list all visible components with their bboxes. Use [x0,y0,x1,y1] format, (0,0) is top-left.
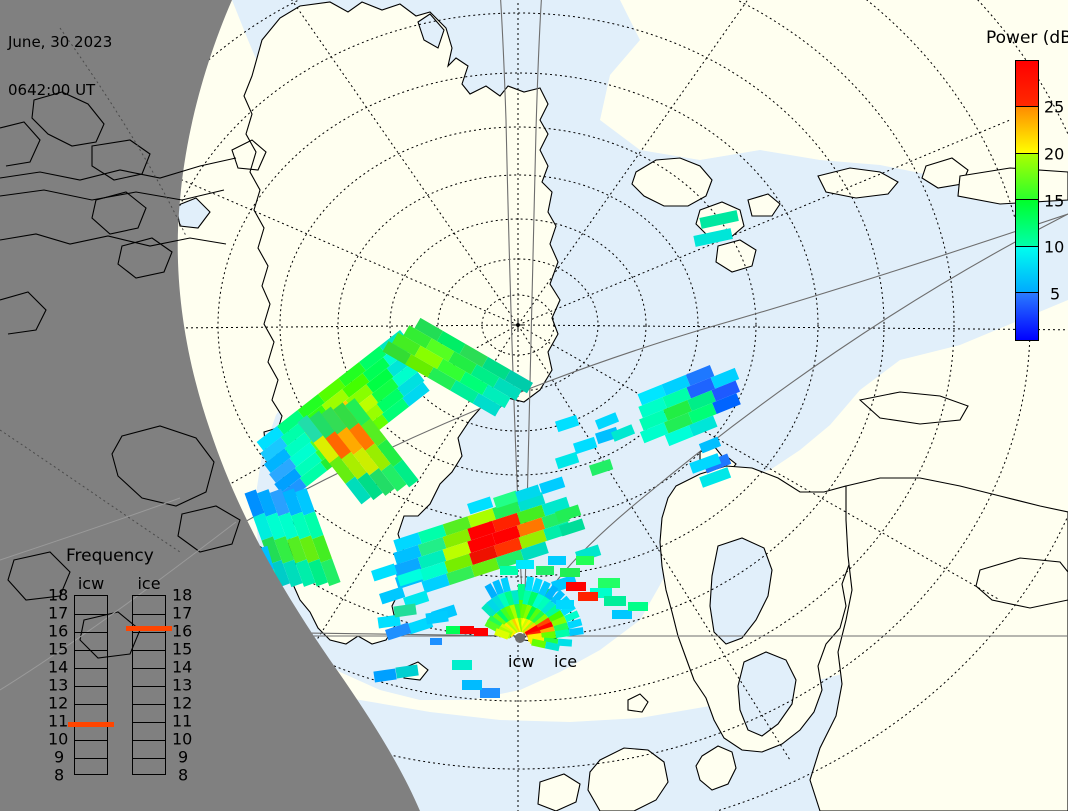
frequency-box-ice [132,595,166,775]
power-colorbar-panel: Power (dB) 25 20 15 10 5 [962,28,1068,358]
colorbar-segment-5 [1016,107,1038,154]
magnetic-pole-marker [512,319,524,331]
timestamp-block: June, 30 2023 0642:00 UT [8,2,112,130]
colorbar-gradient [1015,60,1039,341]
colorbar-segment-6 [1016,61,1038,108]
timestamp-date: June, 30 2023 [8,33,113,51]
frequency-ticks-ice: 18 17 16 15 14 13 12 11 10 9 8 [172,585,193,785]
colorbar-segment-4 [1016,153,1038,201]
colorbar-tick-5: 5 [1050,284,1061,304]
colorbar-segment-3 [1016,200,1038,247]
frequency-ticks-icw: 18 17 16 15 14 13 12 11 10 9 8 [48,585,69,785]
colorbar-segment-2 [1016,246,1038,294]
frequency-marker-ice [126,626,172,631]
frequency-box-icw [74,595,108,775]
frequency-panel: Frequency icw 18 17 16 15 1 [48,546,192,786]
colorbar-tick-labels: 25 20 15 10 5 [1044,60,1068,341]
colorbar-segment-1 [1016,293,1038,340]
timestamp-time: 0642:00 UT [8,81,96,99]
colorbar-title: Power (dB) [986,28,1068,48]
terminator-grid [0,27,187,553]
terminator-boundary-lines [0,497,237,691]
site-label-icw: icw [508,652,535,671]
solar-terminator [0,0,420,811]
colorbar-tick-20: 20 [1044,144,1065,164]
radar-fan-cells [481,576,584,652]
frequency-label-ice: ice [137,574,161,593]
terminator-coastlines [0,91,267,659]
colorbar-tick-25: 25 [1044,97,1065,117]
colorbar-tick-15: 15 [1044,191,1065,210]
backscatter-cells [233,210,741,698]
colorbar-tick-10: 10 [1044,237,1065,257]
frequency-label-icw: icw [77,574,105,593]
frequency-title: Frequency [66,546,154,566]
site-label-ice: ice [554,652,578,671]
frequency-marker-icw [68,722,114,727]
